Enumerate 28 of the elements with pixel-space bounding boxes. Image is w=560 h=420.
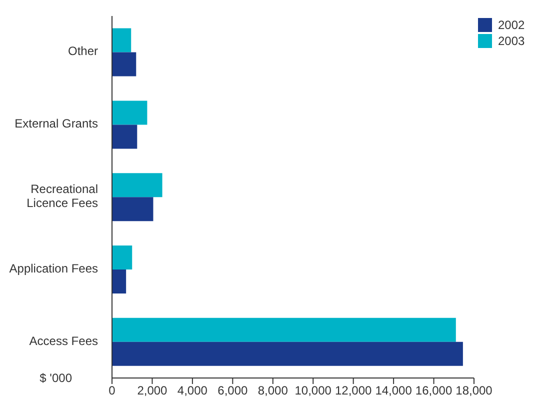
- bar: [112, 124, 138, 149]
- y-tick-label: Other: [68, 44, 98, 58]
- bar: [112, 197, 154, 222]
- x-tick-label: 4,000: [177, 384, 208, 398]
- y-tick-label: External Grants: [14, 116, 98, 131]
- x-tick-label: 16,000: [415, 384, 452, 398]
- x-tick-label: 2,000: [137, 384, 168, 398]
- bar: [112, 246, 132, 270]
- x-tick-label: 14,000: [375, 384, 412, 398]
- bar: [112, 52, 136, 76]
- bar: [112, 173, 162, 198]
- bar: [112, 342, 463, 366]
- x-tick-label: 18,000: [456, 384, 493, 398]
- x-axis-title: $ '000: [40, 371, 72, 385]
- bar: [112, 318, 456, 342]
- x-tick-label: 10,000: [294, 384, 332, 398]
- x-tick-label: 8,000: [258, 384, 288, 398]
- legend-label: 2003: [498, 34, 525, 48]
- y-tick-label: Access Fees: [29, 334, 98, 348]
- y-tick-label: Recreational Licence Fees: [26, 182, 98, 210]
- legend-label: 2002: [498, 18, 525, 32]
- x-tick-label: 6,000: [218, 384, 248, 398]
- bar: [112, 100, 148, 125]
- x-tick-label: 12,000: [334, 384, 372, 398]
- bar: [112, 270, 126, 294]
- y-tick-label: Application Fees: [9, 262, 98, 276]
- x-tick-label: 0: [108, 384, 116, 398]
- bar: [112, 28, 132, 52]
